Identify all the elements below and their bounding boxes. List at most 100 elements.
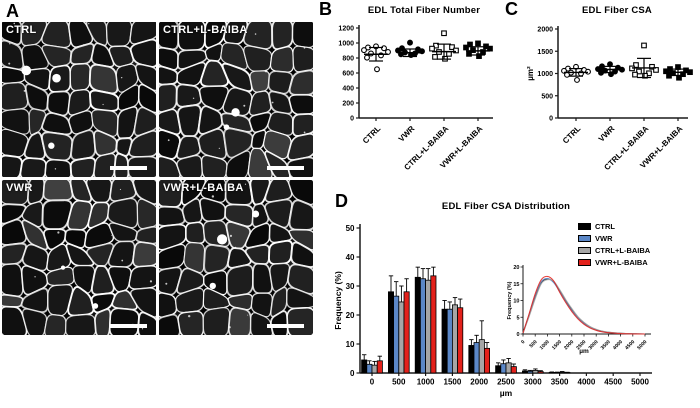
micrograph-image — [159, 180, 313, 335]
svg-text:4000: 4000 — [578, 378, 596, 387]
svg-text:30: 30 — [346, 282, 355, 291]
svg-text:2000: 2000 — [537, 27, 553, 34]
mean-sd-CTRL — [564, 68, 588, 77]
scale-bar — [110, 324, 147, 328]
svg-text:0: 0 — [350, 369, 355, 378]
inset-line-CTRL — [522, 278, 646, 335]
svg-text:3500: 3500 — [600, 339, 612, 351]
svg-text:2000: 2000 — [563, 339, 575, 351]
legend-item-ctrl-l-baiba: CTRL+L-BAIBA — [578, 244, 650, 256]
legend-swatch-vwr — [578, 234, 591, 242]
svg-text:0: 0 — [516, 332, 519, 338]
micrograph-image — [159, 22, 313, 177]
svg-text:1000: 1000 — [539, 339, 551, 351]
svg-text:Frequency (%): Frequency (%) — [333, 271, 343, 330]
inset-line-VWR — [522, 277, 646, 335]
legend-swatch-vwr-l-baiba — [578, 258, 591, 266]
mean-sd-CTRL+L-BAIBA — [432, 43, 456, 60]
scale-bar — [110, 166, 147, 170]
panel-letter-d: D — [335, 191, 348, 211]
svg-text:1200: 1200 — [338, 26, 354, 33]
micrograph-label: VWR — [6, 182, 33, 194]
svg-text:0: 0 — [549, 116, 553, 123]
svg-text:4000: 4000 — [612, 339, 624, 351]
mean-sd-CTRL — [364, 46, 388, 62]
svg-text:Frequency (%): Frequency (%) — [507, 281, 513, 319]
svg-text:20: 20 — [513, 265, 519, 271]
svg-text:µm: µm — [500, 388, 513, 398]
inset-line-CTRL+L-BAIBA — [522, 278, 646, 335]
svg-text:5000: 5000 — [631, 378, 649, 387]
svg-text:10: 10 — [513, 299, 519, 305]
svg-text:50: 50 — [346, 224, 355, 233]
micrograph-image — [2, 22, 156, 177]
svg-text:1000: 1000 — [338, 41, 354, 48]
micrograph-vwr-l-baiba: VWR+L-BAIBA — [159, 180, 313, 335]
legend-item-ctrl: CTRL — [578, 220, 650, 232]
svg-text:500: 500 — [528, 339, 538, 349]
legend-item-vwr-l-baiba: VWR+L-BAIBA — [578, 256, 650, 268]
svg-text:CTRL: CTRL — [361, 124, 383, 146]
legend-swatch-ctrl — [578, 222, 591, 230]
mean-sd-VWR+L-BAIBA — [666, 68, 690, 77]
chart-title-csa-distribution: EDL Fiber CSA Distribution — [441, 201, 571, 212]
legend-label-ctrl: CTRL — [595, 221, 615, 231]
svg-text:40: 40 — [346, 253, 355, 262]
svg-text:500: 500 — [392, 378, 406, 387]
svg-text:3500: 3500 — [551, 378, 569, 387]
mean-sd-CTRL+L-BAIBA — [632, 57, 656, 79]
svg-text:600: 600 — [342, 71, 354, 78]
bar-series-VWR+L-BAIBA — [376, 266, 571, 374]
svg-text:1000: 1000 — [417, 378, 435, 387]
svg-text:µm²: µm² — [526, 66, 535, 81]
svg-text:3000: 3000 — [588, 339, 600, 351]
svg-text:0: 0 — [520, 339, 526, 345]
mean-sd-VWR+L-BAIBA — [466, 46, 490, 56]
micrograph-label: VWR+L-BAIBA — [163, 182, 244, 194]
svg-text:800: 800 — [342, 56, 354, 63]
svg-text:µm: µm — [579, 348, 589, 355]
svg-text:4500: 4500 — [604, 378, 622, 387]
scale-bar — [267, 166, 304, 170]
legend: CTRL VWR CTRL+L-BAIBA VWR+L-BAIBA — [578, 220, 650, 268]
svg-text:0: 0 — [350, 116, 354, 123]
svg-text:2500: 2500 — [497, 378, 515, 387]
svg-text:1500: 1500 — [444, 378, 462, 387]
svg-text:10: 10 — [346, 340, 355, 349]
svg-text:1000: 1000 — [537, 71, 553, 78]
inset-line-VWR+L-BAIBA — [522, 275, 646, 335]
mean-sd-VWR — [598, 65, 622, 74]
svg-text:VWR: VWR — [597, 124, 617, 144]
svg-text:0: 0 — [370, 378, 375, 387]
svg-text:1500: 1500 — [551, 339, 563, 351]
legend-label-vwr-l-baiba: VWR+L-BAIBA — [595, 257, 648, 267]
chart-title-fiber-csa: EDL Fiber CSA — [582, 5, 652, 16]
svg-text:200: 200 — [342, 101, 354, 108]
legend-item-vwr: VWR — [578, 232, 650, 244]
svg-text:3000: 3000 — [524, 378, 542, 387]
svg-text:2000: 2000 — [470, 378, 488, 387]
svg-text:500: 500 — [541, 93, 553, 100]
svg-text:1500: 1500 — [537, 49, 553, 56]
svg-text:5000: 5000 — [636, 339, 648, 351]
panel-letter-c: C — [505, 0, 518, 19]
svg-text:400: 400 — [342, 86, 354, 93]
svg-text:4500: 4500 — [624, 339, 636, 351]
svg-text:CTRL: CTRL — [561, 124, 583, 146]
panel-letter-a: A — [6, 1, 19, 21]
micrograph-ctrl: CTRL — [2, 22, 156, 177]
bar-series-CTRL — [361, 266, 555, 374]
scatter-points-CTRL+L-BAIBA — [629, 42, 659, 79]
legend-label-vwr: VWR — [595, 233, 613, 243]
svg-text:20: 20 — [346, 311, 355, 320]
svg-text:5: 5 — [516, 315, 519, 321]
micrograph-vwr: VWR — [2, 180, 156, 335]
chart-title-fiber-number: EDL Total Fiber Number — [367, 5, 481, 16]
micrograph-label: CTRL — [6, 24, 37, 36]
